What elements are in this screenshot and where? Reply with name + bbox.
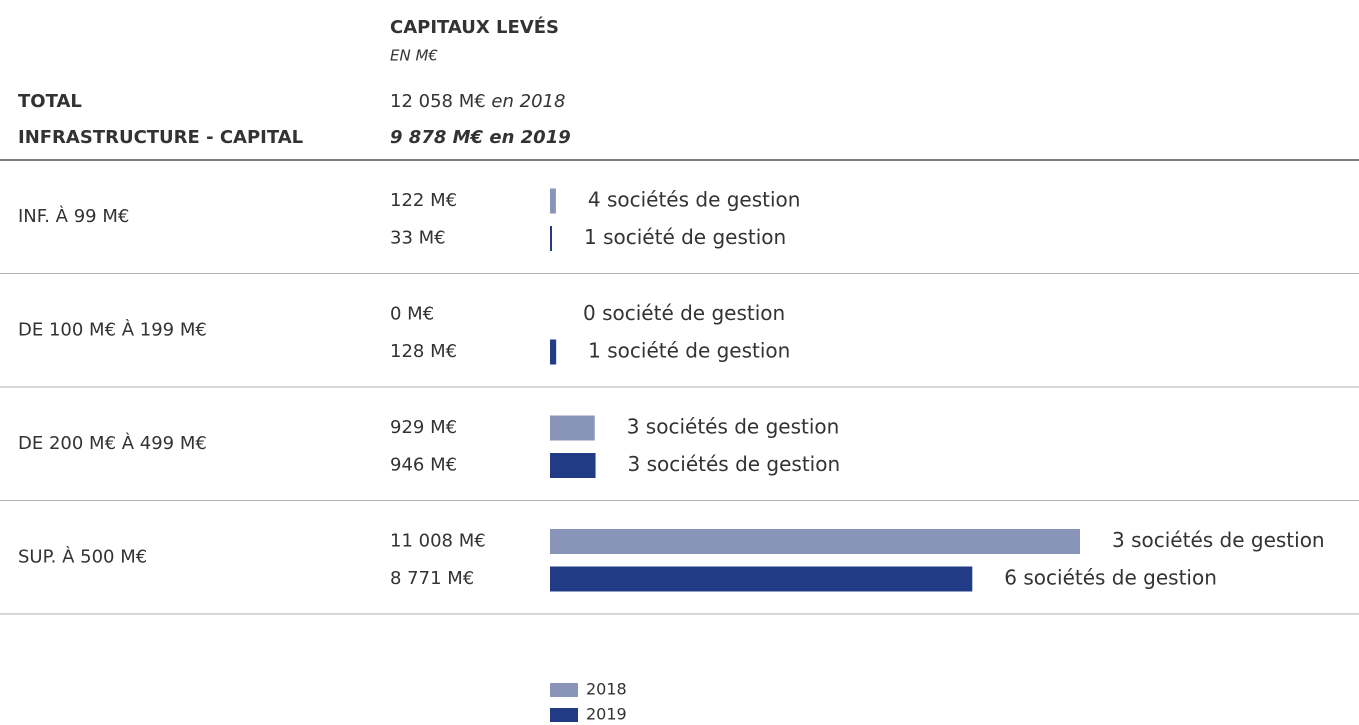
- count-label: 3 sociétés de gestion: [1112, 528, 1325, 552]
- count-label: 1 société de gestion: [588, 339, 790, 363]
- total-2018: 12 058 M€ en 2018: [390, 91, 565, 112]
- row-header: TOTAL: [18, 91, 82, 112]
- value-label: 122 M€: [390, 190, 457, 211]
- count-label: 1 société de gestion: [584, 225, 786, 249]
- category-label: SUP. À 500 M€: [18, 545, 147, 567]
- bar: [550, 529, 1080, 554]
- value-label: 128 M€: [390, 341, 457, 362]
- count-label: 0 société de gestion: [583, 301, 785, 325]
- count-label: 3 sociétés de gestion: [627, 415, 840, 439]
- category-label: DE 200 M€ À 499 M€: [18, 432, 207, 454]
- total-value: 12 058 M€: [390, 91, 486, 112]
- count-label: 4 sociétés de gestion: [588, 188, 801, 212]
- bar: [550, 339, 557, 365]
- bar: [550, 566, 973, 592]
- value-label: 8 771 M€: [390, 568, 474, 589]
- legend-swatch: [550, 708, 578, 722]
- category-label: DE 100 M€ À 199 M€: [18, 318, 207, 340]
- count-label: 6 sociétés de gestion: [1004, 566, 1217, 590]
- value-label: 946 M€: [390, 455, 457, 476]
- legend-label: 2019: [586, 705, 627, 724]
- bar: [550, 453, 596, 478]
- count-label: 3 sociétés de gestion: [628, 452, 841, 476]
- row-header: INFRASTRUCTURE - CAPITAL: [18, 127, 303, 148]
- legend-swatch: [550, 683, 578, 697]
- total-2019: 9 878 M€ en 2019: [390, 127, 571, 148]
- bar: [550, 188, 556, 214]
- bar: [550, 415, 595, 441]
- category-label: INF. À 99 M€: [18, 205, 129, 227]
- value-label: 11 008 M€: [390, 531, 486, 552]
- chart-subtitle: EN M€: [390, 47, 438, 65]
- legend-label: 2018: [586, 680, 627, 699]
- total-value: 9 878 M€: [390, 127, 484, 148]
- value-label: 33 M€: [390, 228, 446, 249]
- total-suffix: en 2018: [491, 91, 565, 112]
- total-suffix: en 2019: [489, 127, 570, 148]
- bar: [550, 226, 552, 251]
- chart-title: CAPITAUX LEVÉS: [390, 16, 559, 38]
- value-label: 929 M€: [390, 417, 457, 438]
- value-label: 0 M€: [390, 304, 434, 325]
